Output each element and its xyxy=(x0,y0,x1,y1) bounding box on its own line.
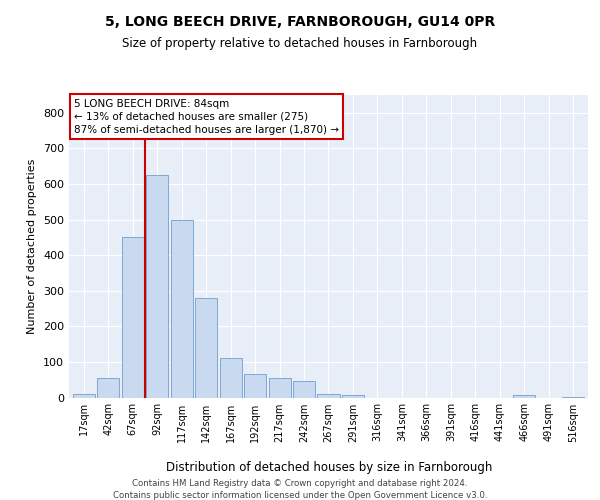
Bar xyxy=(269,378,290,398)
Bar xyxy=(73,394,95,398)
Bar xyxy=(195,298,217,398)
Text: 5 LONG BEECH DRIVE: 84sqm
← 13% of detached houses are smaller (275)
87% of semi: 5 LONG BEECH DRIVE: 84sqm ← 13% of detac… xyxy=(74,98,339,135)
Bar xyxy=(514,394,535,398)
Bar xyxy=(97,378,119,398)
Text: Size of property relative to detached houses in Farnborough: Size of property relative to detached ho… xyxy=(122,37,478,50)
Bar xyxy=(342,394,364,398)
Bar xyxy=(220,358,242,398)
Bar xyxy=(562,397,584,398)
Bar xyxy=(244,374,266,398)
Text: Contains HM Land Registry data © Crown copyright and database right 2024.: Contains HM Land Registry data © Crown c… xyxy=(132,479,468,488)
Bar xyxy=(146,175,168,398)
Bar xyxy=(293,382,315,398)
Text: Contains public sector information licensed under the Open Government Licence v3: Contains public sector information licen… xyxy=(113,490,487,500)
Bar xyxy=(317,394,340,398)
Text: Distribution of detached houses by size in Farnborough: Distribution of detached houses by size … xyxy=(166,461,492,474)
Bar xyxy=(170,220,193,398)
Bar xyxy=(122,238,143,398)
Y-axis label: Number of detached properties: Number of detached properties xyxy=(28,158,37,334)
Text: 5, LONG BEECH DRIVE, FARNBOROUGH, GU14 0PR: 5, LONG BEECH DRIVE, FARNBOROUGH, GU14 0… xyxy=(105,16,495,30)
